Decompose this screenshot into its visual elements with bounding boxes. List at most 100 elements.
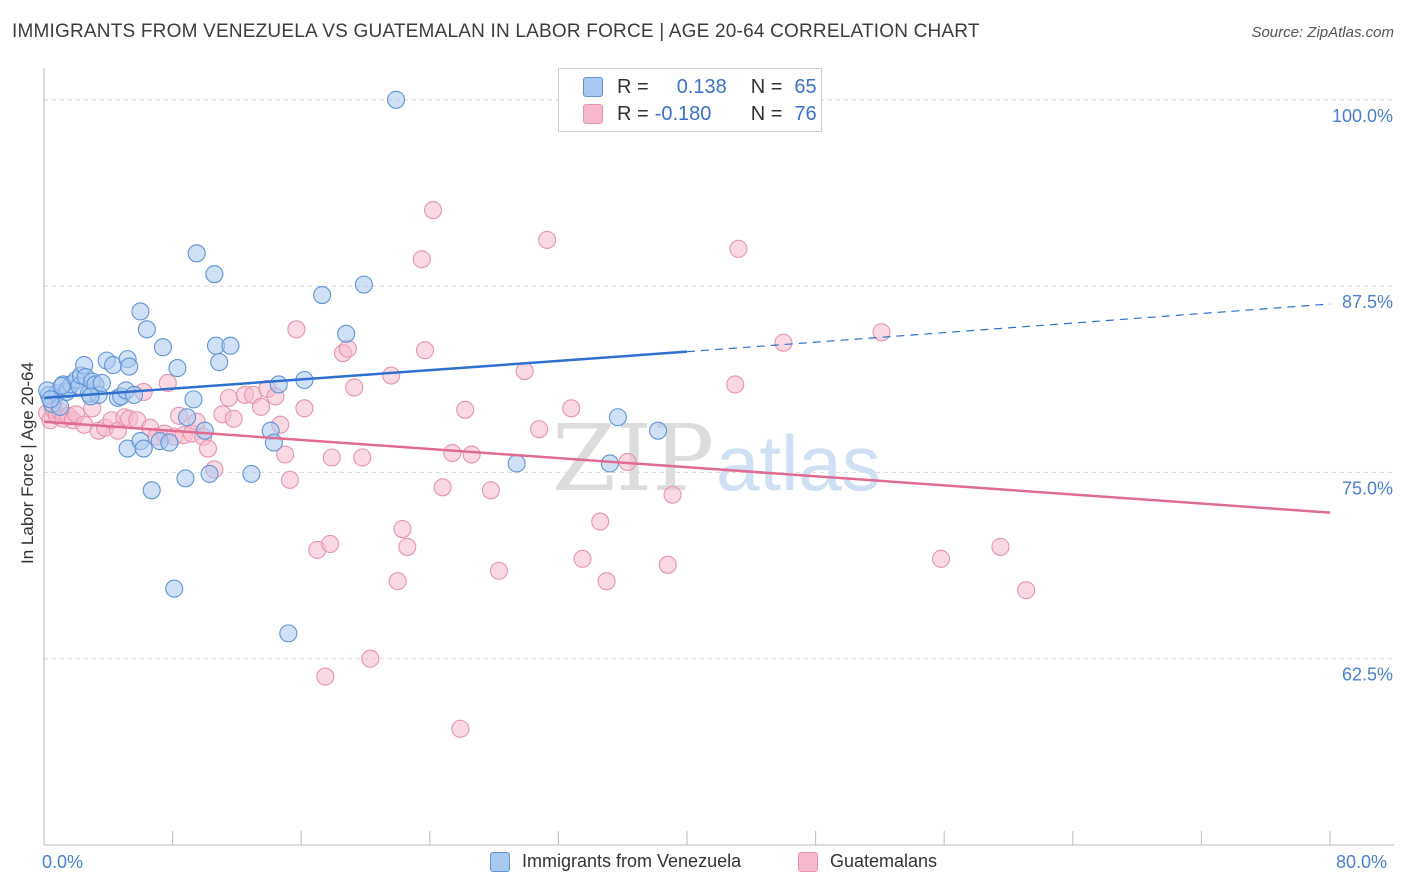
- legend-r-value-venezuela: 0.138: [676, 75, 727, 98]
- legend-row-venezuela: R = 0.138 N = 65: [583, 73, 817, 101]
- guatemalans-point: [322, 448, 341, 467]
- venezuela-point: [142, 481, 161, 500]
- venezuela-point: [153, 338, 173, 357]
- guatemalans-point: [515, 362, 534, 381]
- guatemalans-point: [398, 537, 417, 556]
- guatemalans-point: [530, 420, 549, 439]
- venezuela-legend-swatch: [490, 851, 510, 872]
- guatemalans-legend-swatch: [798, 851, 818, 872]
- guatemalans-point: [345, 378, 364, 397]
- guatemalans-point: [658, 555, 677, 574]
- series-name-guatemalans: Guatemalans: [830, 851, 938, 871]
- venezuela-point: [649, 421, 668, 440]
- guatemalans-point: [597, 572, 616, 591]
- guatemalans-point: [774, 333, 793, 352]
- guatemalans-point: [481, 481, 500, 500]
- venezuela-point: [168, 359, 187, 378]
- legend-n-label: N =: [750, 102, 783, 125]
- venezuela-point: [507, 454, 526, 473]
- venezuela-point: [600, 454, 619, 473]
- venezuela-point: [92, 373, 111, 393]
- guatemalans-point: [280, 470, 299, 489]
- correlation-legend: R = 0.138 N = 65 R = -0.180 N = 76: [558, 68, 822, 132]
- venezuela-point: [41, 390, 60, 409]
- venezuela-point: [354, 275, 373, 294]
- guatemalans-point: [316, 667, 335, 686]
- guatemalans-point: [456, 400, 475, 419]
- legend-row-guatemalans: R = -0.180 N = 76: [583, 100, 817, 128]
- guatemalans-point: [388, 572, 407, 591]
- venezuela-point: [313, 285, 332, 305]
- source-label: Source: ZipAtlas.com: [1251, 24, 1394, 41]
- venezuela-point: [131, 302, 150, 321]
- series-legend-guatemalans: Guatemalans: [798, 851, 937, 872]
- venezuela-point: [184, 390, 203, 409]
- guatemalans-point: [462, 445, 481, 464]
- guatemalans-point: [224, 409, 243, 428]
- guatemalans-point: [591, 512, 610, 531]
- venezuela-point: [176, 469, 195, 488]
- guatemalans-point: [451, 719, 470, 738]
- series-legend-venezuela: Immigrants from Venezuela: [490, 851, 741, 872]
- guatemalans-point: [726, 375, 745, 394]
- venezuela-point: [137, 320, 156, 339]
- guatemalans-point: [931, 549, 951, 568]
- venezuela-point: [124, 385, 144, 404]
- guatemalans-point: [219, 388, 238, 407]
- venezuela-point: [187, 244, 206, 263]
- legend-r-value-guatemalans: -0.180: [654, 102, 712, 125]
- legend-r-label: R =: [617, 102, 649, 125]
- guatemalans-point: [729, 239, 748, 258]
- watermark-atlas: atlas: [716, 419, 881, 507]
- venezuela-point: [160, 433, 179, 452]
- y-tick-label: 87.5%: [1342, 292, 1393, 312]
- guatemalans-point: [573, 549, 592, 568]
- guatemalans-trend-line: [43, 420, 1331, 514]
- guatemalans-point: [562, 399, 581, 418]
- venezuela-point: [195, 421, 214, 440]
- y-axis-label: In Labor Force | Age 20-64: [18, 362, 37, 564]
- venezuela-point: [269, 375, 288, 394]
- y-tick-label: 100.0%: [1332, 106, 1393, 126]
- guatemalans-swatch: [583, 104, 603, 124]
- guatemalans-point: [423, 201, 443, 220]
- venezuela-point: [221, 336, 240, 355]
- guatemalans-point: [415, 341, 435, 360]
- guatemalans-point: [361, 649, 380, 668]
- venezuela-trend-line: [43, 350, 688, 400]
- venezuela-point: [210, 353, 229, 372]
- venezuela-point: [81, 387, 100, 406]
- venezuela-point: [242, 464, 261, 483]
- chart-title: IMMIGRANTS FROM VENEZUELA VS GUATEMALAN …: [12, 21, 980, 42]
- venezuela-point: [134, 439, 153, 458]
- venezuela-point: [165, 579, 184, 598]
- series-name-venezuela: Immigrants from Venezuela: [522, 851, 742, 871]
- guatemalans-point: [382, 366, 401, 385]
- guatemalans-point: [489, 561, 508, 580]
- y-tick-label: 62.5%: [1342, 665, 1393, 685]
- venezuela-point: [386, 90, 406, 109]
- venezuela-swatch: [583, 77, 603, 97]
- y-tick-label: 75.0%: [1342, 478, 1393, 498]
- guatemalans-point: [991, 537, 1010, 556]
- guatemalans-point: [433, 478, 452, 497]
- x-tick-label-min: 0.0%: [42, 852, 84, 872]
- venezuela-point: [200, 464, 219, 483]
- venezuela-point: [120, 357, 139, 376]
- guatemalans-point: [538, 230, 557, 249]
- guatemalans-point: [295, 399, 314, 418]
- venezuela-point: [178, 408, 197, 427]
- guatemalans-point: [393, 519, 412, 539]
- guatemalans-point: [287, 320, 306, 339]
- legend-n-value-guatemalans: 76: [794, 102, 817, 125]
- legend-n-value-venezuela: 65: [794, 75, 817, 98]
- guatemalans-point: [276, 445, 295, 464]
- guatemalans-point: [198, 439, 218, 458]
- guatemalans-point: [1017, 581, 1036, 600]
- venezuela-point: [337, 324, 356, 343]
- guatemalans-point: [412, 250, 431, 269]
- venezuela-point: [52, 376, 71, 396]
- x-tick-label-max: 80.0%: [1336, 852, 1388, 872]
- venezuela-trend-extension: [686, 303, 1331, 353]
